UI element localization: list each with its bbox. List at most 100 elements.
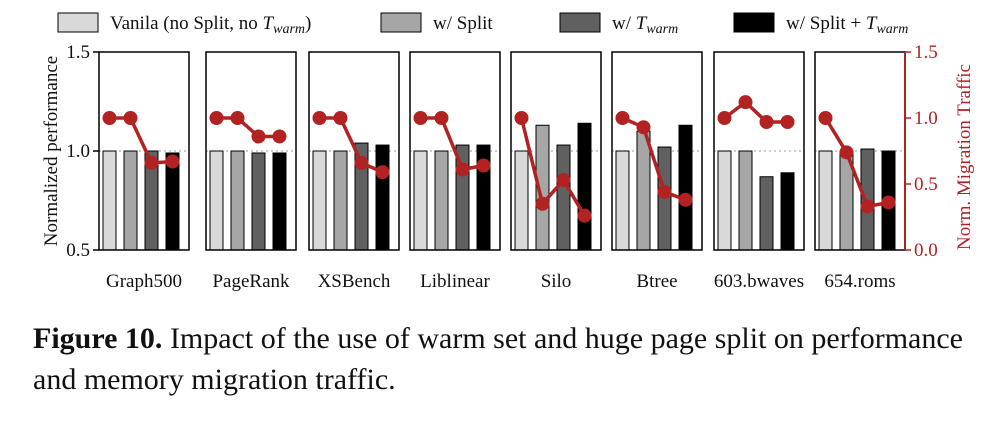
panel-603-bwaves: 603.bwaves: [713, 51, 805, 292]
traffic-line: [519, 117, 587, 217]
legend-entry: w/ Split + Twarm: [733, 12, 908, 37]
panel-pagerank: PageRank: [205, 51, 297, 292]
legend-swatch: [380, 12, 422, 33]
panel-liblinear: Liblinear: [409, 51, 501, 292]
legend-label: w/ Split: [433, 13, 493, 34]
chart-panels: Graph500 PageRank XSBench Liblinear Silo Btre…: [98, 51, 906, 292]
bar: [209, 150, 224, 251]
traffic-point: [535, 196, 550, 211]
bar: [615, 150, 630, 251]
category-label: Silo: [541, 271, 572, 292]
legend-label-suffix: ): [305, 13, 311, 34]
traffic-point: [476, 158, 491, 173]
panel-frame: [409, 51, 501, 251]
y-axis-title: Normalized performance: [41, 56, 62, 246]
panel-frame: [510, 51, 602, 251]
category-label: Btree: [636, 271, 677, 292]
traffic-point: [230, 111, 245, 125]
panel-frame: [611, 51, 703, 251]
legend-label-t: T: [263, 13, 275, 34]
bar: [333, 150, 348, 251]
traffic-line: [216, 116, 280, 139]
bar: [230, 150, 245, 251]
traffic-point: [455, 162, 470, 177]
bar: [102, 150, 117, 251]
legend-label-main: Vanila (no Split, no: [110, 13, 263, 34]
traffic-point: [556, 173, 571, 188]
traffic-point: [272, 129, 287, 144]
bar: [375, 144, 390, 251]
traffic-point: [636, 120, 651, 135]
legend-swatch: [733, 12, 775, 33]
legend-entry: w/ Split: [380, 12, 493, 34]
traffic-point: [881, 195, 896, 210]
chart-legend: Vanila (no Split, no Twarm) w/ Split w/ Tw…: [57, 12, 908, 37]
traffic-point: [759, 114, 774, 129]
caption-label: Figure 10.: [33, 322, 163, 355]
traffic-line: [319, 116, 384, 174]
bar: [123, 150, 138, 251]
traffic-point: [375, 165, 390, 180]
chart-figure: Vanila (no Split, no Twarm) w/ Split w/ Tw…: [41, 12, 975, 292]
traffic-point: [209, 111, 224, 125]
bar: [678, 124, 693, 251]
traffic-point: [615, 111, 630, 125]
bar: [312, 150, 327, 251]
traffic-point: [780, 114, 795, 129]
legend-label: Vanila (no Split, no Twarm): [110, 13, 311, 37]
bar: [577, 122, 592, 251]
bar: [717, 150, 732, 251]
traffic-point: [251, 129, 266, 144]
legend-label: w/ Split + Twarm: [786, 13, 908, 37]
panel-frame: [713, 51, 805, 251]
legend-label-sub: warm: [876, 22, 908, 37]
traffic-point: [144, 155, 159, 170]
bar: [636, 130, 651, 251]
category-label: 654.roms: [824, 271, 895, 292]
traffic-point: [738, 95, 753, 110]
traffic-point: [839, 145, 854, 160]
traffic-point: [312, 111, 327, 125]
traffic-point: [123, 111, 138, 125]
category-label: 603.bwaves: [714, 271, 804, 292]
traffic-point: [413, 111, 428, 125]
legend-swatch: [559, 12, 601, 33]
y2-tick-label: 1.5: [914, 42, 938, 63]
traffic-point: [818, 111, 833, 125]
legend-label-sub: warm: [646, 22, 678, 37]
bar: [818, 150, 833, 251]
bar: [780, 172, 795, 251]
category-label: XSBench: [318, 271, 391, 292]
panel-btree: Btree: [611, 51, 703, 292]
legend-label-t: T: [636, 13, 648, 34]
traffic-line: [723, 99, 788, 124]
traffic-point: [514, 111, 529, 125]
legend-label-main: w/ Split +: [786, 13, 866, 34]
traffic-point: [434, 111, 449, 125]
category-label: PageRank: [212, 271, 290, 292]
panel-frame: [205, 51, 297, 251]
bar: [514, 150, 529, 251]
bar: [251, 152, 266, 251]
traffic-line: [420, 116, 484, 172]
panel-xsbench: XSBench: [308, 51, 400, 292]
legend-label-main: w/ Split: [433, 13, 493, 34]
traffic-line: [109, 116, 173, 165]
bar: [556, 144, 571, 251]
legend-label-main: w/: [612, 13, 636, 34]
legend-entry: w/ Twarm: [559, 12, 678, 37]
y-tick-label: 0.5: [66, 240, 90, 261]
bar: [434, 150, 449, 251]
traffic-point: [657, 184, 672, 199]
traffic-point: [165, 154, 180, 169]
panel-frame: [308, 51, 400, 251]
panel-silo: Silo: [510, 51, 602, 292]
legend-label: w/ Twarm: [612, 13, 678, 37]
y2-tick-label: 0.5: [914, 174, 938, 195]
legend-swatch: [57, 12, 99, 33]
panel-654-roms: 654.roms: [814, 51, 906, 292]
category-label: Graph500: [106, 271, 182, 292]
traffic-point: [333, 111, 348, 125]
category-label: Liblinear: [420, 271, 490, 292]
